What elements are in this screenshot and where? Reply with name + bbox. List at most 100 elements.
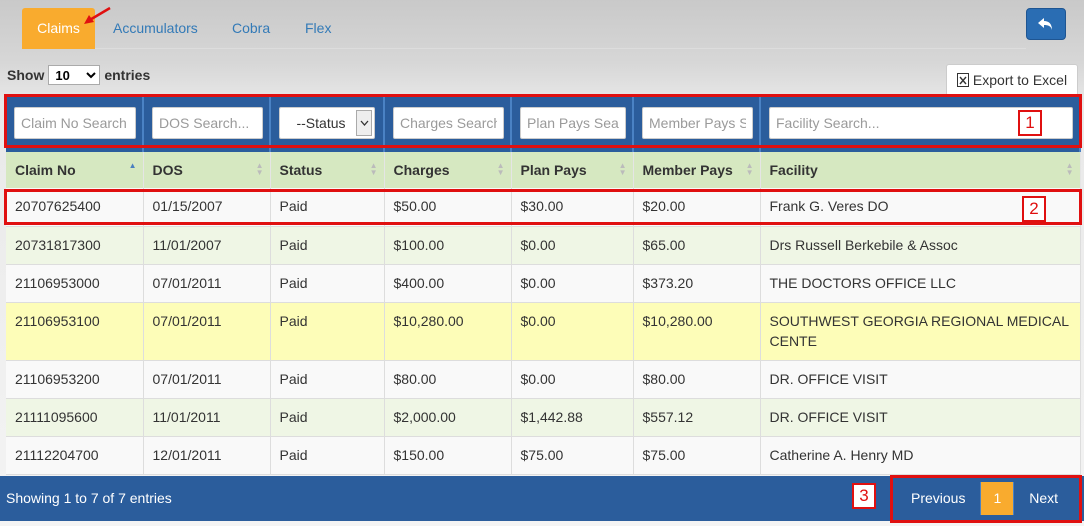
sort-icon: ▲ ▼ [618,161,627,177]
undo-arrow-icon [1038,18,1052,30]
column-header-dos[interactable]: DOS ▲ ▼ [143,152,271,188]
column-header-facility[interactable]: Facility ▲ ▼ [760,152,1081,188]
filter-row: --Status [6,94,1081,152]
cell-member-pays: $20.00 [633,188,761,227]
cell-plan-pays: $0.00 [511,360,634,399]
tab-cobra[interactable]: Cobra [232,20,271,36]
sort-icon: ▲ ▼ [496,161,505,177]
member-pays-search-input[interactable] [642,107,753,139]
column-header-status[interactable]: Status ▲ ▼ [270,152,385,188]
table-row[interactable]: 21111095600 11/01/2011 Paid $2,000.00 $1… [6,398,1081,437]
tab-claims[interactable]: Claims [22,8,95,49]
cell-facility: THE DOCTORS OFFICE LLC [760,264,1081,303]
cell-plan-pays: $75.00 [511,436,634,475]
cell-charges: $2,000.00 [384,398,512,437]
column-label: Plan Pays [520,162,587,178]
page-size-select[interactable]: 10 [48,65,101,85]
cell-plan-pays: $0.00 [511,226,634,265]
cell-dos: 07/01/2011 [143,360,271,399]
column-header-charges[interactable]: Charges ▲ ▼ [384,152,512,188]
annotation-label: 2 [1022,196,1046,222]
column-header-plan-pays[interactable]: Plan Pays ▲ ▼ [511,152,634,188]
table-row[interactable]: 20731817300 11/01/2007 Paid $100.00 $0.0… [6,226,1081,265]
cell-status: Paid [270,436,385,475]
cell-dos: 11/01/2011 [143,398,271,437]
export-label: Export to Excel [972,72,1068,88]
cell-facility: DR. OFFICE VISIT [760,360,1081,399]
next-page-button[interactable]: Next [1014,482,1074,515]
cell-claim-no: 21106953000 [6,264,144,303]
cell-charges: $10,280.00 [384,302,512,361]
sort-asc-icon: ▲ [128,161,137,170]
status-select-value: --Status [296,115,346,131]
cell-facility: Drs Russell Berkebile & Assoc [760,226,1081,265]
tab-accumulators[interactable]: Accumulators [113,20,198,36]
cell-charges: $400.00 [384,264,512,303]
cell-dos: 07/01/2011 [143,264,271,303]
column-label: Facility [769,162,818,178]
cell-status: Paid [270,302,385,361]
column-header-member-pays[interactable]: Member Pays ▲ ▼ [633,152,761,188]
table-row[interactable]: 21106953200 07/01/2011 Paid $80.00 $0.00… [6,360,1081,399]
cell-plan-pays: $1,442.88 [511,398,634,437]
cell-charges: $150.00 [384,436,512,475]
entries-label: entries [104,67,151,83]
cell-dos: 01/15/2007 [143,188,271,227]
sort-icon: ▲ ▼ [745,161,754,177]
table-footer: Showing 1 to 7 of 7 entries Previous 1 N… [0,476,1084,521]
cell-status: Paid [270,264,385,303]
cell-member-pays: $10,280.00 [633,302,761,361]
sort-icon: ▲ ▼ [369,161,378,177]
cell-plan-pays: $0.00 [511,302,634,361]
cell-claim-no: 21111095600 [6,398,144,437]
cell-member-pays: $75.00 [633,436,761,475]
cell-facility: SOUTHWEST GEORGIA REGIONAL MEDICAL CENTE [760,302,1081,361]
claim-no-search-input[interactable] [14,107,136,139]
cell-charges: $100.00 [384,226,512,265]
export-excel-button[interactable]: Export to Excel [946,64,1078,96]
cell-member-pays: $65.00 [633,226,761,265]
cell-dos: 07/01/2011 [143,302,271,361]
sort-icon: ▲ ▼ [255,161,264,177]
cell-status: Paid [270,226,385,265]
page-button-current[interactable]: 1 [980,482,1015,515]
table-row[interactable]: 20707625400 01/15/2007 Paid $50.00 $30.0… [6,188,1081,227]
cell-claim-no: 20707625400 [6,188,144,227]
show-entries: Show 10 entries [7,65,150,85]
charges-search-input[interactable] [393,107,504,139]
previous-page-button[interactable]: Previous [896,482,981,515]
cell-dos: 11/01/2007 [143,226,271,265]
excel-file-icon [956,73,969,87]
annotation-label: 1 [1018,110,1042,136]
cell-plan-pays: $0.00 [511,264,634,303]
cell-status: Paid [270,360,385,399]
table-row[interactable]: 21106953000 07/01/2011 Paid $400.00 $0.0… [6,264,1081,303]
dos-search-input[interactable] [152,107,263,139]
table-row[interactable]: 21106953100 07/01/2011 Paid $10,280.00 $… [6,302,1081,361]
back-button[interactable] [1026,8,1066,40]
column-label: Member Pays [642,162,733,178]
entries-info: Showing 1 to 7 of 7 entries [6,490,172,506]
column-header-claim-no[interactable]: Claim No ▲ [6,152,144,188]
cell-member-pays: $557.12 [633,398,761,437]
cell-charges: $50.00 [384,188,512,227]
cell-status: Paid [270,188,385,227]
cell-member-pays: $80.00 [633,360,761,399]
column-label: DOS [152,162,183,178]
claims-table: --Status Claim No ▲ DOS ▲▼ Status ▲▼ Charge… [6,94,1081,475]
cell-status: Paid [270,398,385,437]
column-label: Claim No [15,162,76,178]
header-row: Claim No ▲ DOS ▲ ▼ Status ▲ ▼ Charges ▲ ▼ Plan … [6,152,1081,188]
cell-claim-no: 21106953100 [6,302,144,361]
cell-claim-no: 21112204700 [6,436,144,475]
plan-pays-search-input[interactable] [520,107,626,139]
show-label: Show [7,67,45,83]
status-select[interactable]: --Status [279,107,375,139]
chevron-down-icon [356,110,372,136]
cell-facility: DR. OFFICE VISIT [760,398,1081,437]
tab-flex[interactable]: Flex [305,20,332,36]
table-row[interactable]: 21112204700 12/01/2011 Paid $150.00 $75.… [6,436,1081,475]
cell-plan-pays: $30.00 [511,188,634,227]
cell-facility: Catherine A. Henry MD [760,436,1081,475]
red-arrow-icon [84,6,111,24]
